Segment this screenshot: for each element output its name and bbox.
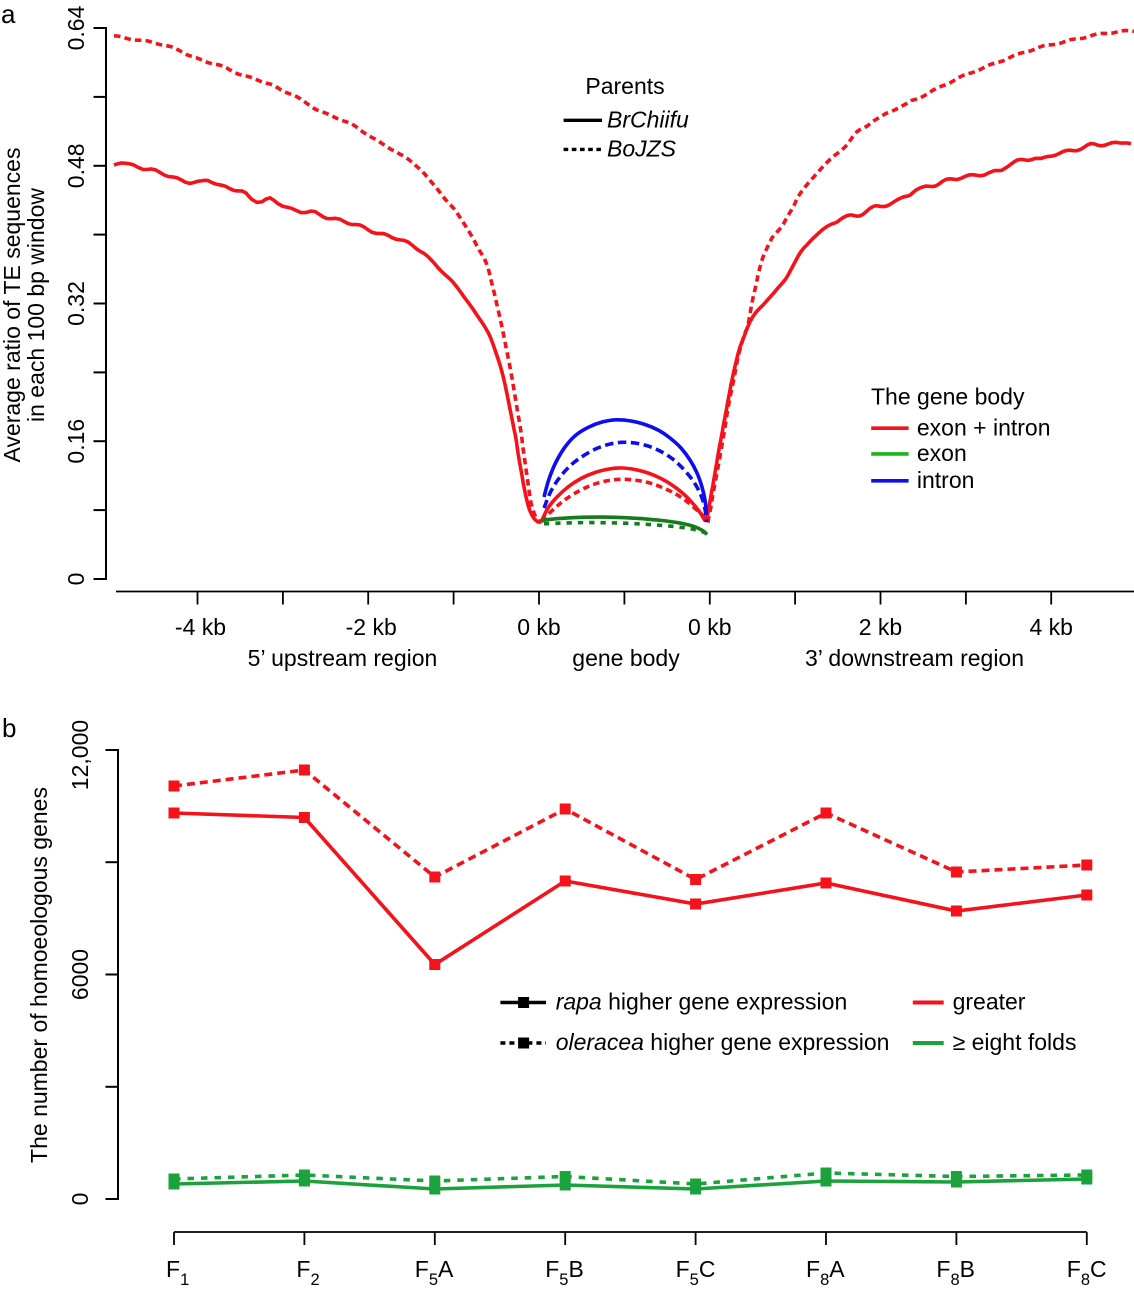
svg-text:6000: 6000 <box>67 949 93 1000</box>
svg-text:Average ratio of TE sequences: Average ratio of TE sequences <box>0 148 25 463</box>
svg-text:in each 100 bp window: in each 100 bp window <box>23 188 49 422</box>
svg-text:0.16: 0.16 <box>63 419 89 464</box>
svg-text:3’ downstream region: 3’ downstream region <box>805 645 1024 671</box>
svg-text:0: 0 <box>67 1193 93 1206</box>
svg-text:oleracea higher gene expressio: oleracea higher gene expression <box>556 1029 890 1055</box>
svg-text:0.48: 0.48 <box>63 143 89 188</box>
svg-text:-4 kb: -4 kb <box>175 614 226 640</box>
svg-text:exon + intron: exon + intron <box>917 414 1051 440</box>
svg-text:rapa higher gene expression: rapa higher gene expression <box>556 989 848 1015</box>
svg-text:0 kb: 0 kb <box>517 614 560 640</box>
svg-text:-2 kb: -2 kb <box>346 614 397 640</box>
svg-text:0 kb: 0 kb <box>688 614 731 640</box>
svg-text:BoJZS: BoJZS <box>607 136 677 162</box>
svg-text:≥ eight folds: ≥ eight folds <box>953 1029 1077 1055</box>
svg-text:Parents: Parents <box>585 73 664 99</box>
svg-text:0: 0 <box>63 573 89 586</box>
svg-text:0.32: 0.32 <box>63 281 89 326</box>
svg-text:greater: greater <box>953 989 1026 1015</box>
svg-text:b: b <box>2 713 16 743</box>
svg-text:intron: intron <box>917 467 975 493</box>
svg-text:The gene body: The gene body <box>871 384 1025 410</box>
svg-text:0.64: 0.64 <box>63 5 89 50</box>
svg-text:The number of homoeologous gen: The number of homoeologous genes <box>26 787 52 1163</box>
svg-text:a: a <box>1 0 16 29</box>
svg-text:4 kb: 4 kb <box>1029 614 1072 640</box>
svg-text:exon: exon <box>917 440 967 466</box>
svg-text:2 kb: 2 kb <box>859 614 902 640</box>
svg-text:12,000: 12,000 <box>67 720 93 790</box>
svg-text:BrChiifu: BrChiifu <box>607 107 689 133</box>
svg-text:5’ upstream region: 5’ upstream region <box>248 645 438 671</box>
svg-text:gene body: gene body <box>572 645 680 671</box>
